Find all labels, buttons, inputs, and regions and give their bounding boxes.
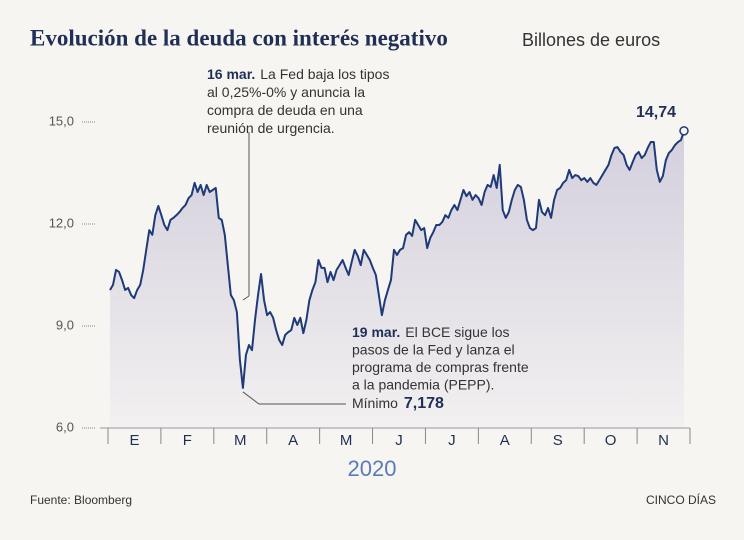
chart-title: Evolución de la deuda con interés negati… [30,25,448,50]
y-tick-label: 6,0 [56,419,74,434]
annotation: Mínimo 7,178 [352,395,444,413]
x-tick-label: S [553,432,563,449]
x-tick-label: J [448,432,456,449]
annotation: programa de compras frente [352,359,529,375]
value-label: 14,74 [636,104,676,121]
source: Fuente: Bloomberg [30,493,132,507]
annotation-text: pasos de la Fed y lanza el [352,341,515,357]
y-tick-label: 15,0 [49,113,74,128]
x-tick-label: A [500,432,510,449]
annotation-text: a la pandemia (PEPP). [352,376,494,392]
annotation: 16 mar. La Fed baja los tipos [207,66,389,82]
x-axis-label: 2020 [348,456,397,481]
annotation: compra de deuda en una [207,102,363,118]
annotation-text: Mínimo [352,395,398,411]
x-tick-label: O [605,432,617,449]
x-tick-label: A [288,432,298,449]
x-tick-label: J [395,432,403,449]
annotation: a la pandemia (PEPP). [352,376,494,392]
annotation: reunión de urgencia. [207,120,335,136]
annotation-text: al 0,25%-0% y anuncia la [207,84,365,100]
annotation-text: compra de deuda en una [207,102,363,118]
annotation-bold: 19 mar. [352,324,400,340]
brand: CINCO DÍAS [646,492,716,507]
annotation: pasos de la Fed y lanza el [352,341,515,357]
x-tick-label: M [234,432,247,449]
annotation-text: reunión de urgencia. [207,120,335,136]
value-label: 7,178 [404,395,444,412]
annotation-bold: 16 mar. [207,66,255,82]
chart-subtitle: Billones de euros [522,30,660,50]
x-tick-label: M [340,432,353,449]
area [110,130,684,428]
line [109,130,685,389]
annotation-text: El BCE sigue los [405,324,509,340]
annotation: 19 mar. El BCE sigue los [352,324,510,340]
y-tick-label: 9,0 [56,317,74,332]
x-tick-label: E [129,432,139,449]
x-tick-label: N [658,432,669,449]
leader [242,391,346,405]
annotation-text: La Fed baja los tipos [260,66,389,82]
x-tick-label: F [183,432,192,449]
annotation: al 0,25%-0% y anuncia la [207,84,365,100]
leader [242,295,250,301]
end-marker [679,126,689,136]
annotation-text: programa de compras frente [352,359,529,375]
y-tick-label: 12,0 [49,215,74,230]
